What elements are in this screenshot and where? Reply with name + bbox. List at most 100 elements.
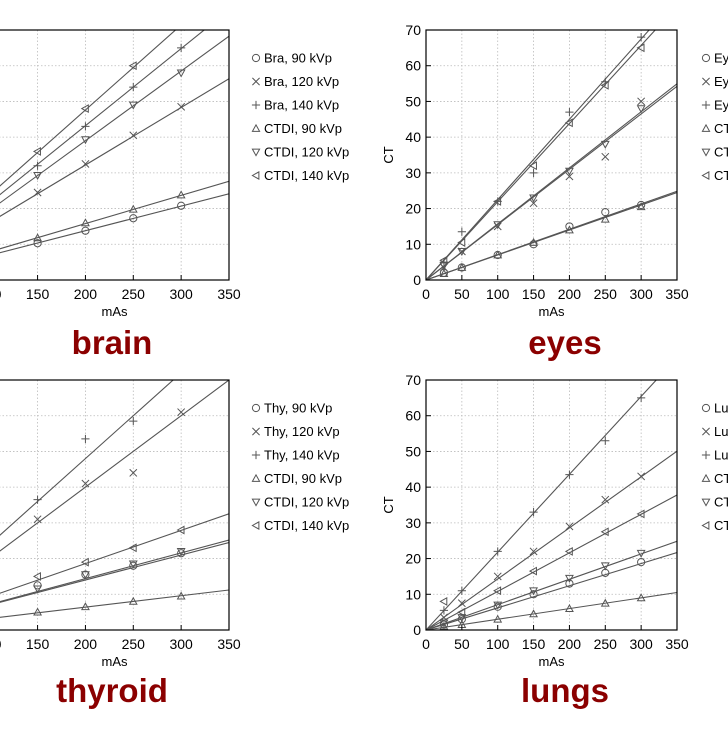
point-s2-4	[529, 547, 538, 556]
point-s1-6	[129, 214, 138, 223]
legend-marker	[701, 473, 711, 482]
legend-label: Eyes, 140 kVp	[714, 98, 728, 113]
point-s6-2	[457, 238, 466, 247]
legend-label: Bra, 140 kVp	[264, 98, 339, 113]
y-tick-label: 60	[405, 408, 421, 424]
legend-marker	[251, 450, 261, 460]
x-tick-label: 0	[422, 636, 430, 652]
legend-label: Thy, 120 kVp	[264, 424, 340, 439]
fit-line-5	[426, 540, 677, 630]
x-axis-label: mAs	[539, 304, 566, 319]
point-s4-2	[457, 262, 467, 271]
point-s5-5	[564, 167, 574, 176]
x-tick-label: 350	[665, 286, 689, 302]
point-s4-1	[439, 268, 449, 277]
point-s1-5	[565, 579, 574, 588]
fit-line-6	[0, 30, 177, 187]
point-s6-3	[493, 196, 502, 206]
point-s6-4	[528, 566, 537, 576]
point-s2-5	[81, 479, 90, 488]
point-s2-7	[177, 408, 186, 417]
data-points	[439, 33, 646, 277]
y-tick-label: 70	[405, 22, 421, 38]
fit-line-1	[426, 551, 677, 630]
point-s6-5	[80, 557, 89, 567]
fit-line-2	[0, 78, 229, 217]
point-s4-5	[80, 218, 90, 227]
point-s3-4	[529, 508, 538, 517]
point-s4-7	[636, 593, 646, 602]
legend-item-1: Bra, 90 kVp	[251, 51, 332, 66]
point-s4-4	[33, 607, 43, 616]
point-s5-4	[529, 194, 539, 203]
point-s6-7	[636, 43, 645, 53]
gridlines	[425, 29, 678, 281]
point-s1-6	[129, 561, 138, 570]
point-s2-6	[129, 131, 138, 140]
legend-item-5: CTDI, 120 kVp	[251, 495, 349, 510]
point-s3-7	[177, 43, 186, 52]
legend-item-2: Eyes, 120 kVp	[702, 74, 728, 89]
fit-line-4	[426, 191, 677, 280]
legend-marker	[251, 473, 261, 482]
point-s5-5	[80, 571, 90, 580]
point-s2-2	[457, 599, 466, 608]
x-tick-label: 0	[422, 286, 430, 302]
x-axis-label: mAs	[102, 304, 129, 319]
point-s3-5	[565, 108, 574, 117]
legend-label: CTDI, 140 kVp	[714, 168, 728, 183]
point-s4-5	[80, 602, 90, 611]
point-s6-5	[564, 118, 573, 128]
legend-label: CTDI, 120 kVp	[714, 495, 728, 510]
legend-label: Thy, 90 kVp	[264, 401, 332, 416]
fit-line-3	[0, 380, 174, 536]
point-s6-6	[600, 80, 609, 90]
point-s6-6	[128, 61, 137, 71]
legend-item-3: Thy, 140 kVp	[251, 448, 340, 463]
point-s4-4	[33, 233, 43, 242]
point-s5-4	[529, 587, 539, 596]
point-s6-3	[493, 586, 502, 596]
legend-marker	[251, 53, 261, 63]
point-s6-4	[32, 146, 41, 156]
point-s3-5	[565, 470, 574, 479]
x-tick-label: 350	[217, 636, 241, 652]
x-tick-label: 100	[0, 636, 2, 652]
x-tick-label: 300	[169, 636, 193, 652]
legend-marker	[701, 521, 710, 530]
point-s2-4	[33, 188, 42, 197]
x-tick-label: 250	[122, 286, 146, 302]
legend-item-6: CTDI, 140 kVp	[251, 518, 349, 533]
legend-marker	[701, 498, 711, 507]
legend-item-4: CTDI, 90 kVp	[251, 121, 342, 136]
point-s4-5	[564, 225, 574, 234]
legend-marker	[251, 100, 261, 110]
legend-marker	[701, 171, 710, 180]
point-s1-7	[177, 549, 186, 558]
legend-item-4: CTDI, 90 kVp	[701, 471, 728, 486]
plot-frame	[0, 29, 230, 281]
point-s5-5	[80, 136, 90, 145]
point-s4-6	[128, 596, 138, 605]
fit-line-4	[0, 589, 229, 618]
fit-line-3	[426, 30, 650, 280]
plot-frame	[425, 379, 678, 631]
point-s5-6	[600, 562, 610, 571]
fit-line-6	[0, 513, 229, 594]
point-s1-5	[81, 226, 90, 235]
plot-frame	[425, 29, 678, 281]
chart-title: eyes	[528, 324, 601, 361]
point-s2-4	[529, 199, 538, 208]
point-s1-7	[177, 201, 186, 210]
point-s4-4	[529, 609, 539, 618]
y-tick-label: 0	[413, 272, 421, 288]
x-tick-label: 100	[486, 286, 510, 302]
point-s2-6	[601, 152, 610, 161]
legend-label: CTDI, 140 kVp	[714, 518, 728, 533]
point-s3-4	[33, 495, 42, 504]
point-s4-6	[128, 204, 138, 213]
legend-item-3: Bra, 140 kVp	[251, 98, 339, 113]
gridlines	[425, 379, 678, 631]
point-s1-2	[457, 615, 466, 624]
